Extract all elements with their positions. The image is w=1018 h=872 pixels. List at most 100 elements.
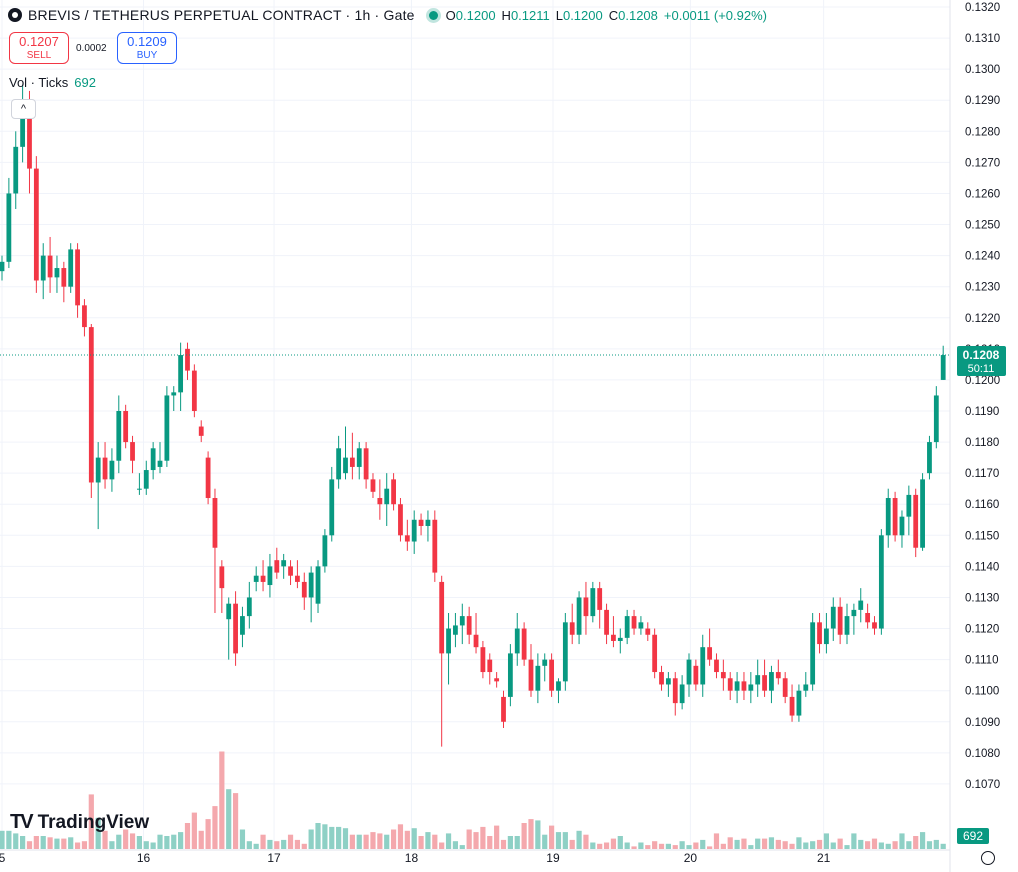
volume-bar — [603, 842, 610, 849]
volume-bar — [205, 819, 211, 849]
collapse-legend-button[interactable]: ^ — [11, 99, 36, 119]
candle-body — [617, 637, 623, 641]
candle-body — [562, 622, 568, 682]
volume-bar — [638, 842, 644, 849]
volume-bar — [562, 832, 568, 849]
current-price-label: 0.1208 50:11 — [957, 346, 1006, 377]
chevron-up-icon: ^ — [20, 103, 27, 115]
candle-body — [645, 628, 651, 635]
candle-body — [391, 479, 396, 505]
volume-bar — [253, 843, 259, 849]
volume-bar — [617, 836, 623, 849]
volume-bar — [452, 841, 459, 849]
volume-bar — [315, 823, 321, 849]
volume-bar — [212, 806, 218, 849]
volume-bar — [411, 828, 417, 849]
volume-bar — [439, 842, 445, 849]
volume-bar — [466, 829, 472, 849]
candle-body — [40, 255, 46, 281]
volume-bar — [239, 829, 246, 849]
buy-button[interactable]: 0.1209 BUY — [117, 32, 177, 64]
price-tick-label: 0.1220 — [965, 313, 1000, 325]
volume-bar — [178, 832, 184, 849]
candle-body — [837, 606, 843, 635]
symbol-legend: BREVIS / TETHERUS PERPETUAL CONTRACT · 1… — [8, 7, 773, 23]
volume-bar — [384, 834, 390, 849]
current-price-badge — [957, 346, 1006, 377]
candle-body — [549, 659, 554, 691]
candle-body — [762, 675, 767, 691]
candlestick-series — [0, 84, 946, 747]
candle-body — [830, 606, 836, 629]
time-axis[interactable]: 5 16 17 18 19 20 21 — [0, 851, 831, 865]
volume-bar — [768, 837, 775, 849]
ohlc-close-value: 0.1208 — [618, 7, 658, 23]
volume-bar — [390, 829, 397, 849]
volume-bar — [494, 825, 500, 849]
price-tick-label: 0.1290 — [965, 95, 1000, 107]
price-tick-label: 0.1120 — [965, 624, 999, 636]
volume-bar — [919, 832, 926, 849]
volume-bar — [858, 839, 864, 849]
candle-body — [349, 457, 355, 467]
candle-body — [920, 479, 925, 548]
candle-body — [803, 684, 809, 691]
volume-bar — [129, 833, 136, 849]
price-tick-label: 0.1200 — [965, 375, 1000, 387]
volume-bar — [700, 839, 706, 849]
symbol-title[interactable]: BREVIS / TETHERUS PERPETUAL CONTRACT · 1… — [28, 7, 415, 23]
candle-body — [810, 622, 816, 685]
price-tick-label: 0.1140 — [965, 561, 999, 573]
volume-bar — [789, 843, 795, 849]
candle-body — [734, 681, 740, 691]
volume-bar — [624, 842, 630, 849]
volume-bar — [686, 845, 692, 849]
candle-body — [27, 100, 32, 169]
bar-countdown-text: 50:11 — [968, 363, 995, 375]
candle-body — [459, 616, 465, 626]
candle-body — [727, 678, 733, 691]
volume-bar — [913, 836, 919, 849]
candle-body — [130, 442, 135, 461]
volume-bar — [755, 838, 761, 849]
price-tick-label: 0.1130 — [965, 592, 999, 604]
candle-body — [150, 448, 156, 471]
volume-bar — [267, 839, 273, 849]
volume-bar — [40, 836, 46, 849]
volume-bar — [521, 823, 527, 849]
candle-body — [824, 628, 829, 645]
ohlc-close-key: C — [608, 7, 619, 23]
candle-body — [913, 494, 919, 548]
candle-body — [253, 575, 259, 582]
volume-bar — [232, 793, 239, 849]
candle-body — [308, 572, 314, 598]
volume-bar — [720, 843, 726, 849]
sell-button[interactable]: 0.1207 SELL — [9, 32, 69, 64]
tradingview-logo[interactable]: TV TradingView — [10, 811, 149, 834]
price-tick-label: 0.1090 — [965, 717, 1000, 729]
candle-body — [892, 498, 898, 536]
candle-body — [755, 675, 761, 685]
volume-bar — [370, 832, 376, 849]
volume-bar — [109, 841, 115, 849]
candle-body — [535, 665, 541, 691]
volume-bar — [116, 834, 122, 849]
volume-bar — [576, 830, 582, 849]
volume-value-label: 692 — [957, 828, 989, 844]
candle-body — [556, 681, 561, 691]
candle-body — [398, 504, 403, 536]
ohlc-open-key: O — [445, 7, 456, 23]
candle-body — [219, 566, 225, 589]
candle-body — [521, 628, 527, 660]
candle-body — [899, 516, 905, 536]
volume-bar — [871, 838, 878, 849]
ohlc-low-value: 0.1200 — [562, 7, 603, 23]
price-tick-label: 0.1260 — [965, 188, 1000, 200]
tradingview-logo-text: TradingView — [37, 811, 150, 833]
volume-bar — [727, 837, 733, 849]
volume-bar — [597, 843, 603, 849]
volume-bar — [892, 841, 898, 849]
volume-bar — [198, 830, 204, 849]
